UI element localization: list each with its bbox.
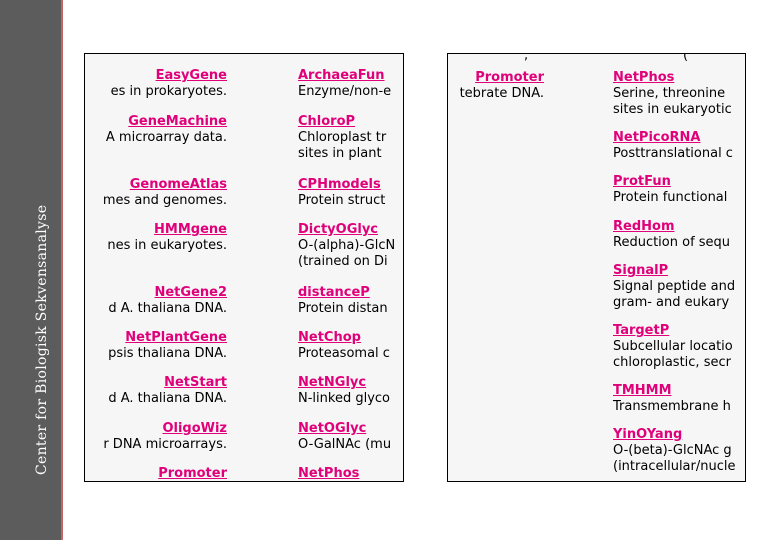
tool-entry: distanceP Protein distan — [298, 285, 388, 317]
tool-description: Enzyme/non-e — [298, 84, 392, 99]
tool-link-distancep[interactable]: distanceP — [298, 285, 370, 300]
tool-link-dictyoglyc[interactable]: DictyOGlyc — [298, 222, 378, 237]
tool-link-netnglyc[interactable]: NetNGlyc — [298, 375, 367, 390]
tool-entry: ChloroP Chloroplast tr sites in plant — [298, 114, 386, 162]
tool-description: r DNA microarrays. — [103, 437, 227, 452]
tool-entry: NetPlantGene psis thaliana DNA. — [108, 330, 227, 362]
tool-entry: NetStart d A. thaliana DNA. — [108, 375, 227, 407]
tool-link-protfun[interactable]: ProtFun — [613, 174, 671, 189]
tool-description: O-(alpha)-GlcN — [298, 238, 396, 253]
tool-link-hmmgene[interactable]: HMMgene — [154, 222, 227, 237]
tool-link-oligowiz[interactable]: OligoWiz — [162, 421, 227, 436]
tool-entry: NetPhos Serine, threonine sites in eukaryo… — [613, 70, 732, 118]
tool-link-tmhmm[interactable]: TMHMM — [613, 383, 672, 398]
tool-description: Signal peptide and — [613, 279, 736, 294]
tool-description: es in prokaryotes. — [110, 84, 227, 99]
tool-link-archaeafun[interactable]: ArchaeaFun — [298, 68, 385, 83]
tool-entry: NetPhos — [298, 466, 360, 481]
tool-description: sites in plant — [298, 146, 382, 161]
right-screenshot-panel: , ( Promoter tebrate DNA. NetPhos Serine, … — [447, 53, 746, 482]
tool-link-genomeatlas[interactable]: GenomeAtlas — [129, 177, 227, 192]
tool-description: tebrate DNA. — [459, 86, 544, 101]
tool-description: Protein distan — [298, 301, 388, 316]
tool-entry: EasyGene es in prokaryotes. — [111, 68, 227, 100]
sidebar-title: Center for Biologisk Sekvensanalyse — [34, 204, 50, 475]
tool-entry: GenomeAtlas mes and genomes. — [103, 177, 227, 209]
tool-description: Posttranslational c — [613, 146, 733, 161]
tool-link-netphos[interactable]: NetPhos — [613, 70, 675, 85]
cut-off-text: , — [524, 53, 529, 63]
tool-link-netgene2[interactable]: NetGene2 — [154, 285, 227, 300]
tool-entry: HMMgene nes in eukaryotes. — [107, 222, 227, 254]
tool-entry: RedHom Reduction of sequ — [613, 219, 730, 251]
tool-link-targetp[interactable]: TargetP — [613, 323, 670, 338]
tool-description: (trained on Di — [298, 254, 388, 269]
tool-description: nes in eukaryotes. — [107, 238, 227, 253]
tool-link-cphmodels[interactable]: CPHmodels — [298, 177, 381, 192]
tool-entry: NetGene2 d A. thaliana DNA. — [108, 285, 227, 317]
tool-description: sites in eukaryotic — [613, 102, 732, 117]
cut-off-text: ( — [683, 53, 689, 63]
tool-entry: TargetP Subcellular locatio chloroplastic,… — [613, 323, 733, 371]
tool-entry: ArchaeaFun Enzyme/non-e — [298, 68, 391, 100]
tool-link-genemachine[interactable]: GeneMachine — [128, 114, 227, 129]
tool-link-promoter[interactable]: Promoter — [475, 70, 544, 85]
tool-link-promoter[interactable]: Promoter — [158, 466, 227, 481]
tool-link-netoglyc[interactable]: NetOGlyc — [298, 421, 367, 436]
tool-description: O-(beta)-GlcNAc g — [613, 443, 732, 458]
tool-description: d A. thaliana DNA. — [108, 391, 227, 406]
tool-link-signalp[interactable]: SignalP — [613, 263, 669, 278]
sidebar-divider — [61, 0, 63, 540]
tool-description: N-linked glyco — [298, 391, 390, 406]
tool-description: Transmembrane h — [613, 399, 731, 414]
tool-entry: Promoter tebrate DNA. — [460, 70, 544, 102]
tool-description: Protein functional — [613, 190, 728, 205]
tool-link-netpicorna[interactable]: NetPicoRNA — [613, 130, 701, 145]
tool-link-netphos[interactable]: NetPhos — [298, 466, 360, 481]
tool-entry: Promoter — [158, 466, 227, 481]
tool-description: chloroplastic, secr — [613, 355, 731, 370]
tool-description: Subcellular locatio — [613, 339, 733, 354]
tool-entry: SignalP Signal peptide and gram- and eukar… — [613, 263, 735, 311]
tool-entry: DictyOGlyc O-(alpha)-GlcN (trained on Di — [298, 222, 395, 270]
tool-description: psis thaliana DNA. — [108, 346, 227, 361]
tool-entry: YinOYang O-(beta)-GlcNAc g (intracellular/… — [613, 427, 735, 475]
tool-link-redhom[interactable]: RedHom — [613, 219, 675, 234]
tool-link-netplantgene[interactable]: NetPlantGene — [125, 330, 227, 345]
tool-description: Reduction of sequ — [613, 235, 731, 250]
tool-link-netchop[interactable]: NetChop — [298, 330, 361, 345]
tool-entry: NetPicoRNA Posttranslational c — [613, 130, 733, 162]
tool-link-netstart[interactable]: NetStart — [164, 375, 227, 390]
tool-entry: ProtFun Protein functional — [613, 174, 727, 206]
tool-link-yinoyang[interactable]: YinOYang — [613, 427, 683, 442]
tool-description: mes and genomes. — [102, 193, 227, 208]
tool-link-easygene[interactable]: EasyGene — [155, 68, 227, 83]
tool-description: (intracellular/nucle — [613, 459, 736, 474]
tool-link-chlorop[interactable]: ChloroP — [298, 114, 356, 129]
tool-entry: NetOGlyc O-GalNAc (mu — [298, 421, 391, 453]
tool-description: gram- and eukary — [613, 295, 730, 310]
tool-entry: CPHmodels Protein struct — [298, 177, 385, 209]
tool-description: Proteasomal c — [298, 346, 390, 361]
tool-description: Protein struct — [298, 193, 386, 208]
tool-description: Serine, threonine — [613, 86, 726, 101]
tool-description: d A. thaliana DNA. — [108, 301, 227, 316]
tool-description: Chloroplast tr — [298, 130, 387, 145]
tool-entry: GeneMachine A microarray data. — [106, 114, 227, 146]
tool-entry: OligoWiz r DNA microarrays. — [103, 421, 227, 453]
sidebar — [0, 0, 61, 540]
tool-entry: TMHMM Transmembrane h — [613, 383, 731, 415]
tool-description: A microarray data. — [105, 130, 227, 145]
tool-description: O-GalNAc (mu — [298, 437, 392, 452]
left-screenshot-panel: EasyGene es in prokaryotes. GeneMachine A m… — [84, 53, 404, 482]
tool-entry: NetChop Proteasomal c — [298, 330, 390, 362]
tool-entry: NetNGlyc N-linked glyco — [298, 375, 390, 407]
